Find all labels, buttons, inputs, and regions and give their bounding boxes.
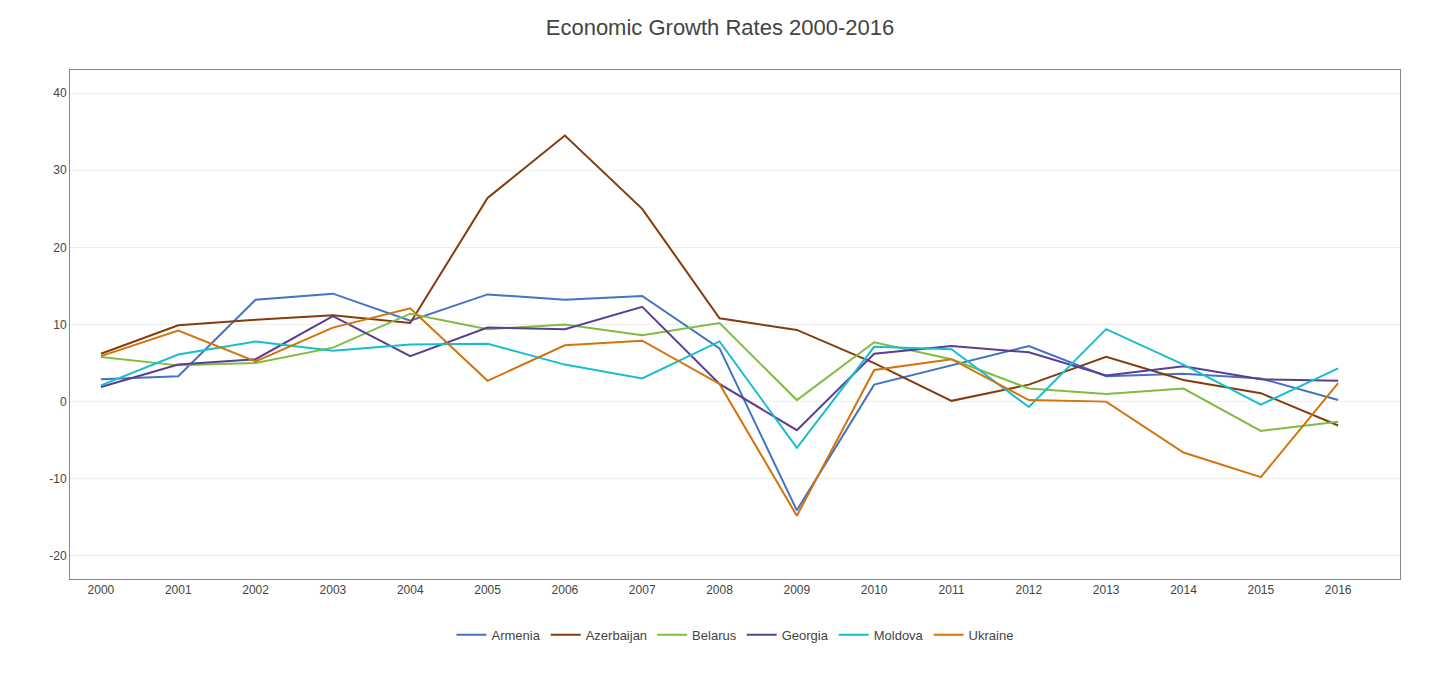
- svg-text:2000: 2000: [88, 583, 115, 597]
- svg-text:40: 40: [53, 86, 67, 100]
- svg-text:2015: 2015: [1247, 583, 1274, 597]
- svg-text:2003: 2003: [320, 583, 347, 597]
- svg-text:2001: 2001: [165, 583, 192, 597]
- svg-text:Georgia: Georgia: [782, 628, 829, 643]
- svg-text:2007: 2007: [629, 583, 656, 597]
- svg-text:2014: 2014: [1170, 583, 1197, 597]
- svg-text:2006: 2006: [552, 583, 579, 597]
- svg-text:30: 30: [53, 163, 67, 177]
- svg-text:-20: -20: [49, 549, 67, 563]
- svg-text:2009: 2009: [784, 583, 811, 597]
- svg-text:2004: 2004: [397, 583, 424, 597]
- svg-text:2005: 2005: [474, 583, 501, 597]
- svg-text:2008: 2008: [706, 583, 733, 597]
- svg-text:Armenia: Armenia: [492, 628, 541, 643]
- svg-text:2016: 2016: [1325, 583, 1352, 597]
- svg-text:Belarus: Belarus: [692, 628, 737, 643]
- svg-text:Azerbaijan: Azerbaijan: [586, 628, 647, 643]
- svg-text:Economic Growth Rates 2000-201: Economic Growth Rates 2000-2016: [546, 15, 895, 40]
- svg-text:-10: -10: [49, 472, 67, 486]
- svg-text:Ukraine: Ukraine: [969, 628, 1014, 643]
- svg-text:2010: 2010: [861, 583, 888, 597]
- svg-text:2013: 2013: [1093, 583, 1120, 597]
- svg-text:2011: 2011: [939, 583, 965, 597]
- svg-text:2012: 2012: [1015, 583, 1042, 597]
- svg-text:Moldova: Moldova: [874, 628, 924, 643]
- svg-text:20: 20: [53, 241, 67, 255]
- svg-text:2002: 2002: [242, 583, 269, 597]
- svg-text:0: 0: [60, 395, 67, 409]
- svg-text:10: 10: [53, 318, 67, 332]
